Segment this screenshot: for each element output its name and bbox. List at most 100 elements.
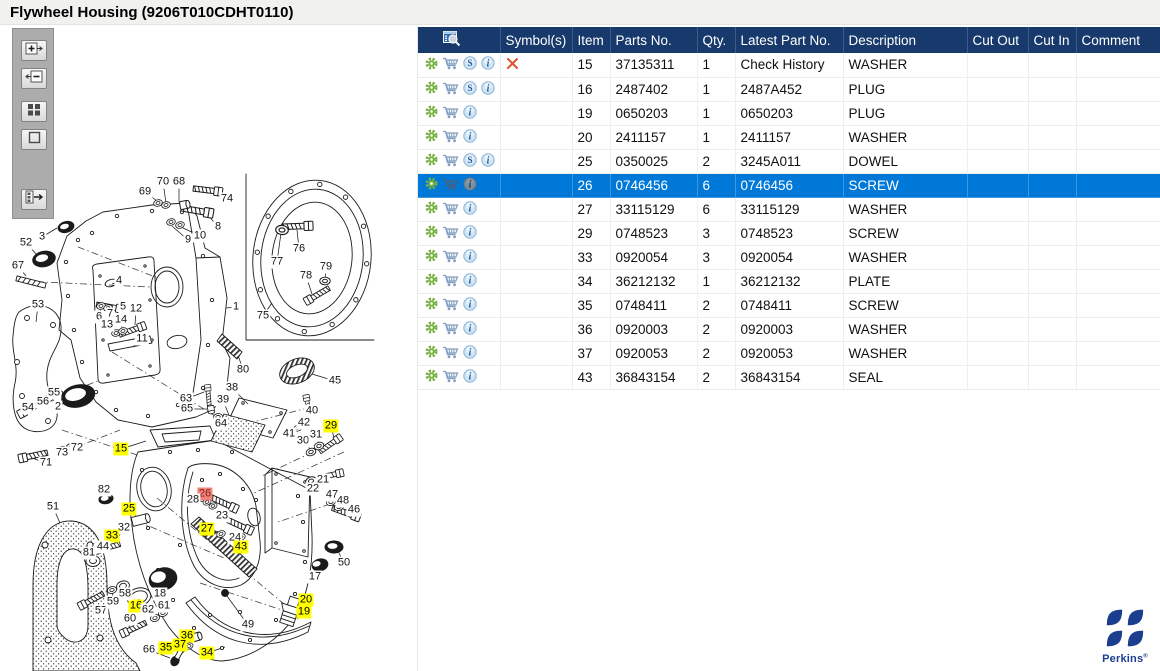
add-to-cart-icon[interactable] [442,56,459,73]
info-icon[interactable]: i [463,320,477,338]
gear-icon[interactable] [425,249,438,265]
cell-latest-part-no[interactable]: 0920003 [735,317,844,342]
cell-qty: 2 [697,341,736,366]
gear-icon[interactable] [425,81,438,97]
add-to-cart-icon[interactable] [442,129,459,146]
add-to-cart-icon[interactable] [442,249,459,266]
cell-latest-part-no[interactable]: 0920054 [735,245,844,270]
gear-icon[interactable] [425,153,438,169]
cell-latest-part-no[interactable]: 33115129 [735,197,844,222]
callout-22: 22 [305,482,321,496]
info-icon[interactable]: i [463,248,477,266]
add-to-cart-icon[interactable] [442,153,459,170]
table-row-item-34[interactable]: i 34 36212132 1 36212132 PLATE [418,269,1160,294]
add-to-cart-icon[interactable] [442,105,459,122]
add-to-cart-icon[interactable] [442,345,459,362]
gear-icon[interactable] [425,345,438,361]
gear-icon[interactable] [425,57,438,73]
column-header-description[interactable]: Description [843,27,968,53]
column-header-symbol-s-[interactable]: Symbol(s) [500,27,573,53]
info-icon[interactable]: i [481,56,495,73]
gear-icon[interactable] [425,105,438,121]
service-badge-icon[interactable]: S [463,80,477,98]
info-icon[interactable]: i [463,272,477,290]
column-header-cut-out[interactable]: Cut Out [967,27,1029,53]
table-row-item-29[interactable]: i 29 0748523 3 0748523 SCREW [418,221,1160,246]
add-to-cart-icon[interactable] [442,201,459,218]
table-row-item-36[interactable]: i 36 0920003 2 0920003 WASHER [418,317,1160,342]
column-header-item[interactable]: Item [572,27,611,53]
column-header-latest-part-no-[interactable]: Latest Part No. [735,27,844,53]
info-icon[interactable]: i [481,80,495,98]
gear-icon[interactable] [425,225,438,241]
cell-latest-part-no[interactable]: 0748411 [735,293,844,318]
cell-latest-part-no[interactable]: 0650203 [735,101,844,126]
cell-latest-part-no[interactable]: 0746456 [735,173,844,198]
cell-latest-part-no[interactable]: 36843154 [735,365,844,390]
gear-icon[interactable] [425,273,438,289]
info-icon[interactable]: i [463,296,477,314]
add-to-cart-icon[interactable] [442,177,459,194]
table-row-item-33[interactable]: i 33 0920054 3 0920054 WASHER [418,245,1160,270]
callout-49: 49 [240,618,256,632]
table-row-item-37[interactable]: i 37 0920053 2 0920053 WASHER [418,341,1160,366]
table-row-item-20[interactable]: i 20 2411157 1 2411157 WASHER [418,125,1160,150]
row-actions: i [418,341,501,366]
toggle-list-button[interactable] [21,189,47,210]
cell-latest-part-no[interactable]: 36212132 [735,269,844,294]
info-icon[interactable]: i [463,200,477,218]
table-row-item-27[interactable]: i 27 33115129 6 33115129 WASHER [418,197,1160,222]
column-header-comment[interactable]: Comment [1076,27,1160,53]
add-to-cart-icon[interactable] [442,369,459,386]
table-row-item-35[interactable]: i 35 0748411 2 0748411 SCREW [418,293,1160,318]
add-to-cart-icon[interactable] [442,225,459,242]
info-icon[interactable]: i [463,176,477,194]
table-row-item-43[interactable]: i 43 36843154 2 36843154 SEAL [418,365,1160,390]
info-icon[interactable]: i [463,128,477,146]
add-to-cart-icon[interactable] [442,297,459,314]
cell-latest-part-no[interactable]: 0748523 [735,221,844,246]
callout-70: 70 [155,175,171,189]
cell-latest-part-no[interactable]: 0920053 [735,341,844,366]
gear-icon[interactable] [425,321,438,337]
cell-latest-part-no[interactable]: 2411157 [735,125,844,150]
callout-35: 35 [158,641,174,655]
table-row-item-19[interactable]: i 19 0650203 1 0650203 PLUG [418,101,1160,126]
cell-latest-part-no[interactable]: 2487A452 [735,77,844,102]
info-icon[interactable]: i [463,224,477,242]
info-icon[interactable]: i [481,152,495,170]
info-icon[interactable]: i [463,368,477,386]
add-to-cart-icon[interactable] [442,321,459,338]
gear-icon[interactable] [425,129,438,145]
add-to-cart-icon[interactable] [442,81,459,98]
gear-icon[interactable] [425,369,438,385]
info-icon[interactable]: i [463,104,477,122]
tile-view-button[interactable] [21,101,47,122]
service-badge-icon[interactable]: S [463,152,477,170]
info-icon[interactable]: i [463,344,477,362]
table-row-item-26[interactable]: i 26 0746456 6 0746456 SCREW [418,173,1160,198]
add-to-cart-icon[interactable] [442,273,459,290]
cell-symbols [500,173,573,198]
gear-icon[interactable] [425,177,438,193]
gear-icon[interactable] [425,297,438,313]
callout-73: 73 [54,446,70,460]
callout-25: 25 [121,502,137,516]
column-header-actions[interactable] [418,27,501,53]
cell-latest-part-no[interactable]: 3245A011 [735,149,844,174]
column-header-cut-in[interactable]: Cut In [1028,27,1077,53]
zoom-in-button[interactable] [21,40,47,61]
cell-parts-no: 37135311 [610,53,698,78]
cell-parts-no: 0748411 [610,293,698,318]
cell-latest-part-no[interactable]: Check History [735,53,844,78]
service-badge-icon[interactable]: S [463,56,477,73]
callout-15: 15 [113,442,129,456]
zoom-out-button[interactable] [21,68,47,89]
column-header-parts-no-[interactable]: Parts No. [610,27,698,53]
gear-icon[interactable] [425,201,438,217]
single-view-button[interactable] [21,129,47,150]
column-header-qty-[interactable]: Qty. [697,27,736,53]
